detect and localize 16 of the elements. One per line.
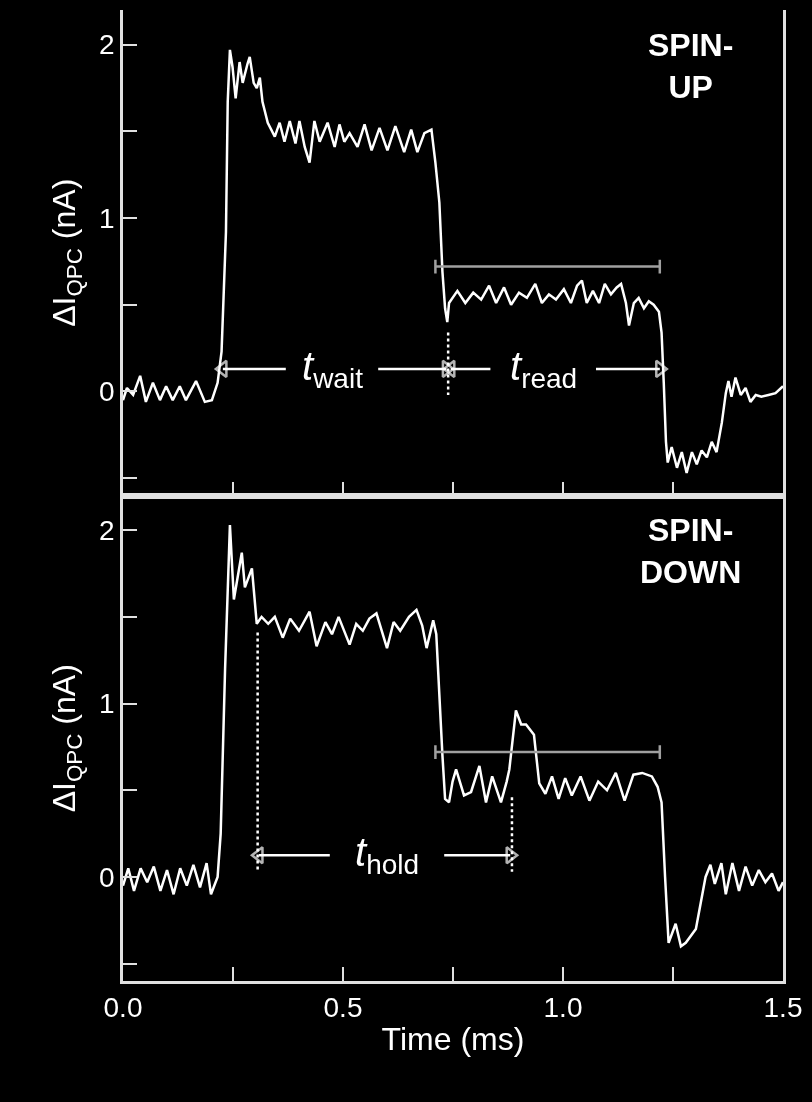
x-axis-title: Time (ms): [381, 1021, 525, 1058]
y-tick-label: 1: [99, 688, 115, 720]
annotation: t$_{read}$: [510, 344, 578, 395]
annotation: SPIN- UP: [648, 27, 734, 105]
y-tick-label: 1: [99, 202, 115, 234]
x-tick-label: 1.0: [543, 992, 583, 1024]
y-tick-label: 0: [99, 376, 115, 408]
annotation: SPIN- DOWN: [640, 512, 742, 590]
y-tick-label: 0: [99, 861, 115, 893]
y-tick-label: 2: [99, 29, 115, 61]
annotation: t$_{wait}$: [302, 344, 364, 395]
x-tick-label: 0.5: [323, 992, 363, 1024]
annotation: t$_{hold}$: [355, 830, 420, 881]
y-tick-label: 2: [99, 514, 115, 546]
x-tick-label: 1.5: [763, 992, 803, 1024]
x-tick-label: 0.0: [103, 992, 143, 1024]
